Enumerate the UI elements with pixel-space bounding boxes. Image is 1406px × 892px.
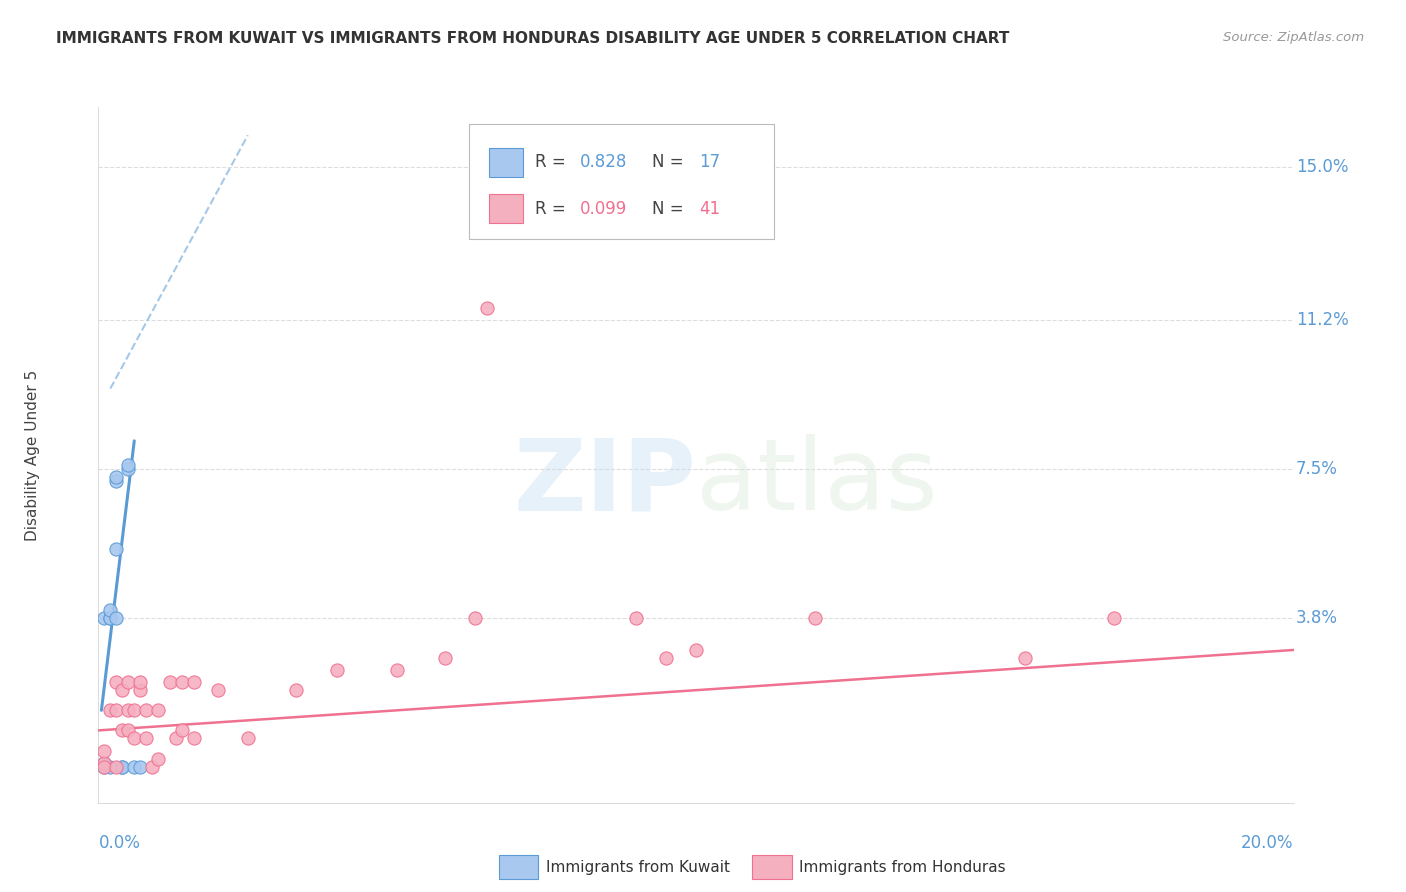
Point (93, 759, 115, 773)
Point (124, 703, 146, 717)
Point (93, 756, 115, 770)
Point (111, 759, 134, 773)
Point (117, 703, 139, 717)
Text: 20.0%: 20.0% (1241, 834, 1294, 852)
Point (105, 759, 128, 773)
Point (98, 611, 122, 625)
Point (207, 683, 229, 698)
Point (93, 743, 115, 757)
Point (93, 611, 115, 625)
Point (655, 651, 678, 665)
Point (129, 675, 152, 690)
Point (93, 759, 115, 773)
Point (105, 675, 128, 690)
Point (1104, 611, 1126, 625)
Text: 0.828: 0.828 (581, 153, 627, 171)
Text: N =: N = (652, 200, 689, 218)
Point (148, 703, 170, 717)
Point (464, 611, 486, 625)
Point (135, 731, 157, 746)
Text: Disability Age Under 5: Disability Age Under 5 (25, 369, 41, 541)
Text: 0.0%: 0.0% (98, 834, 141, 852)
Point (111, 759, 134, 773)
Point (159, 675, 181, 690)
Point (117, 458, 139, 472)
Point (141, 759, 163, 773)
Text: 0.099: 0.099 (581, 200, 627, 218)
Point (1014, 651, 1036, 665)
Point (183, 675, 205, 690)
FancyBboxPatch shape (489, 148, 523, 177)
Text: 15.0%: 15.0% (1296, 159, 1348, 177)
Point (98, 759, 122, 773)
Point (111, 723, 134, 738)
Point (117, 723, 139, 738)
Point (98, 603, 122, 617)
FancyBboxPatch shape (470, 124, 773, 239)
Point (117, 675, 139, 690)
Point (804, 611, 827, 625)
FancyBboxPatch shape (489, 194, 523, 223)
Text: ZIP: ZIP (513, 434, 696, 532)
Point (93, 756, 115, 770)
Point (685, 643, 707, 657)
Text: IMMIGRANTS FROM KUWAIT VS IMMIGRANTS FROM HONDURAS DISABILITY AGE UNDER 5 CORREL: IMMIGRANTS FROM KUWAIT VS IMMIGRANTS FRO… (56, 31, 1010, 46)
Point (124, 759, 146, 773)
Point (284, 683, 307, 698)
Text: 11.2%: 11.2% (1296, 311, 1348, 329)
Point (124, 731, 146, 746)
Text: atlas: atlas (696, 434, 938, 532)
Point (624, 611, 647, 625)
Point (135, 703, 157, 717)
Point (98, 611, 122, 625)
Point (236, 731, 259, 746)
Text: R =: R = (534, 153, 571, 171)
Point (98, 703, 122, 717)
Point (105, 474, 128, 488)
Text: 3.8%: 3.8% (1296, 609, 1339, 627)
Text: 7.5%: 7.5% (1296, 460, 1337, 478)
Text: 41: 41 (700, 200, 721, 218)
Point (148, 751, 170, 765)
Text: 17: 17 (700, 153, 721, 171)
Text: Source: ZipAtlas.com: Source: ZipAtlas.com (1223, 31, 1364, 45)
Text: Immigrants from Kuwait: Immigrants from Kuwait (546, 860, 730, 874)
Point (165, 731, 187, 746)
Point (434, 651, 457, 665)
Point (129, 759, 152, 773)
Text: R =: R = (534, 200, 571, 218)
Point (105, 703, 128, 717)
Point (129, 683, 152, 698)
Point (172, 723, 194, 738)
Point (105, 542, 128, 557)
Text: N =: N = (652, 153, 689, 171)
Point (183, 731, 205, 746)
Point (326, 663, 349, 677)
Point (385, 663, 409, 677)
Point (117, 462, 139, 476)
Point (172, 675, 194, 690)
Point (111, 683, 134, 698)
Point (105, 470, 128, 484)
Text: Immigrants from Honduras: Immigrants from Honduras (799, 860, 1005, 874)
Point (105, 611, 128, 625)
Point (475, 301, 498, 315)
